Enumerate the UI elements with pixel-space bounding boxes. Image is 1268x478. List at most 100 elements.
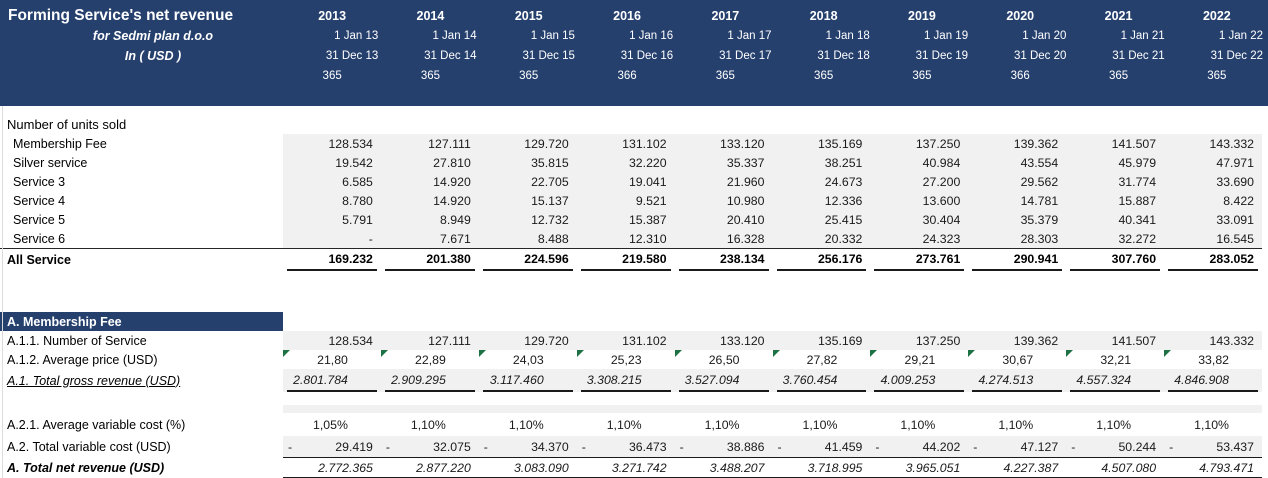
- value-cell[interactable]: 13.600: [870, 191, 969, 210]
- value-cell[interactable]: - 34.370: [478, 436, 577, 457]
- value-cell[interactable]: 20.332: [772, 229, 871, 248]
- year-header[interactable]: 2013: [318, 9, 347, 23]
- value-cell[interactable]: 1,05%: [283, 413, 381, 436]
- value-cell[interactable]: 3.083.090: [478, 457, 577, 478]
- value-cell[interactable]: 8.949: [380, 210, 479, 229]
- value-cell[interactable]: 24,03: [478, 350, 577, 369]
- year-header[interactable]: 2015: [514, 9, 543, 23]
- value-cell[interactable]: 32.220: [576, 153, 675, 172]
- value-cell[interactable]: 141.507: [1066, 134, 1165, 153]
- value-cell[interactable]: 28.303: [968, 229, 1067, 248]
- row-label[interactable]: Membership Fee: [13, 136, 107, 151]
- row-label[interactable]: Service 5: [13, 212, 66, 227]
- value-cell[interactable]: 141.507: [1066, 331, 1165, 350]
- row-label[interactable]: A.1.1. Number of Service: [7, 333, 147, 348]
- value-cell[interactable]: 33.091: [1164, 210, 1262, 229]
- value-cell[interactable]: 27.810: [380, 153, 479, 172]
- value-cell[interactable]: - 50.244: [1066, 436, 1165, 457]
- value-cell[interactable]: 47.971: [1164, 153, 1262, 172]
- value-cell[interactable]: 129.720: [478, 134, 577, 153]
- value-cell[interactable]: 12.732: [478, 210, 577, 229]
- period-end-date[interactable]: 31 Dec 21: [1112, 50, 1165, 62]
- period-start-date[interactable]: 1 Jan 17: [727, 30, 772, 42]
- value-cell[interactable]: - 38.886: [674, 436, 773, 457]
- value-cell[interactable]: 1,10%: [772, 413, 871, 436]
- value-cell[interactable]: 16.328: [674, 229, 773, 248]
- period-end-date[interactable]: 31 Dec 15: [522, 50, 575, 62]
- value-cell[interactable]: 29,21: [870, 350, 969, 369]
- value-cell[interactable]: 201.380: [381, 249, 479, 271]
- value-cell[interactable]: 12.336: [772, 191, 871, 210]
- value-cell[interactable]: 273.761: [870, 249, 968, 271]
- value-cell[interactable]: 24.323: [870, 229, 969, 248]
- period-end-date[interactable]: 31 Dec 18: [817, 50, 870, 62]
- value-cell[interactable]: 29.562: [968, 172, 1067, 191]
- period-start-date[interactable]: 1 Jan 16: [629, 30, 674, 42]
- year-header[interactable]: 2019: [908, 9, 936, 23]
- days-count[interactable]: 365: [1207, 70, 1227, 82]
- value-cell[interactable]: 133.120: [674, 331, 773, 350]
- period-start-date[interactable]: 1 Jan 15: [530, 30, 575, 42]
- value-cell[interactable]: 33,82: [1164, 350, 1262, 369]
- days-count[interactable]: 365: [519, 70, 539, 82]
- value-cell[interactable]: 35.379: [968, 210, 1067, 229]
- period-end-date[interactable]: 31 Dec 13: [325, 50, 379, 62]
- value-cell[interactable]: 143.332: [1164, 331, 1262, 350]
- year-header[interactable]: 2018: [809, 9, 838, 23]
- value-cell[interactable]: 26,50: [674, 350, 773, 369]
- value-cell[interactable]: 24.673: [772, 172, 871, 191]
- year-header[interactable]: 2017: [711, 9, 740, 23]
- days-count[interactable]: 365: [420, 70, 441, 82]
- value-cell[interactable]: 33.690: [1164, 172, 1262, 191]
- value-cell[interactable]: 4.846.908: [1164, 369, 1262, 392]
- value-cell[interactable]: 3.718.995: [772, 457, 871, 478]
- value-cell[interactable]: 3.527.094: [674, 369, 773, 392]
- value-cell[interactable]: 45.979: [1066, 153, 1165, 172]
- value-cell[interactable]: 219.580: [577, 249, 675, 271]
- value-cell[interactable]: 32.272: [1066, 229, 1165, 248]
- value-cell[interactable]: 22.705: [478, 172, 577, 191]
- year-header[interactable]: 2014: [416, 9, 445, 23]
- value-cell[interactable]: 19.542: [283, 153, 381, 172]
- value-cell[interactable]: 9.521: [576, 191, 675, 210]
- report-subtitle-currency[interactable]: In ( USD ): [124, 49, 182, 63]
- year-header[interactable]: 2022: [1202, 9, 1231, 23]
- row-label[interactable]: A.1.2. Average price (USD): [7, 352, 158, 367]
- value-cell[interactable]: 3.117.460: [478, 369, 577, 392]
- value-cell[interactable]: 129.720: [478, 331, 577, 350]
- value-cell[interactable]: 256.176: [773, 249, 871, 271]
- days-count[interactable]: 365: [1108, 70, 1129, 82]
- value-cell[interactable]: 35.815: [478, 153, 577, 172]
- period-start-date[interactable]: 1 Jan 19: [923, 30, 969, 42]
- value-cell[interactable]: 14.781: [968, 191, 1067, 210]
- row-label[interactable]: Silver service: [13, 155, 88, 170]
- value-cell[interactable]: 135.169: [772, 134, 871, 153]
- section-title-label[interactable]: A. Membership Fee: [0, 312, 283, 331]
- value-cell[interactable]: 238.134: [675, 249, 773, 271]
- report-subtitle-company[interactable]: for Sedmi plan d.o.o: [92, 29, 214, 43]
- value-cell[interactable]: - 29.419: [283, 436, 381, 457]
- value-cell[interactable]: 3.488.207: [674, 457, 773, 478]
- value-cell[interactable]: 30,67: [968, 350, 1067, 369]
- section-title-label[interactable]: Number of units sold: [7, 116, 127, 132]
- value-cell[interactable]: 10.980: [674, 191, 773, 210]
- value-cell[interactable]: 7.671: [380, 229, 479, 248]
- value-cell[interactable]: - 47.127: [968, 436, 1067, 457]
- row-label[interactable]: A.2. Total variable cost (USD): [7, 439, 171, 454]
- period-start-date[interactable]: 1 Jan 14: [432, 30, 477, 42]
- value-cell[interactable]: 14.920: [380, 191, 479, 210]
- value-cell[interactable]: 3.308.215: [576, 369, 675, 392]
- days-count[interactable]: 365: [322, 70, 342, 82]
- period-end-date[interactable]: 31 Dec 22: [1210, 50, 1263, 62]
- value-cell[interactable]: 43.554: [968, 153, 1067, 172]
- value-cell[interactable]: 15.137: [478, 191, 577, 210]
- value-cell[interactable]: 137.250: [870, 331, 969, 350]
- period-start-date[interactable]: 1 Jan 13: [334, 30, 379, 42]
- period-end-date[interactable]: 31 Dec 20: [1013, 50, 1067, 62]
- value-cell[interactable]: 1,10%: [478, 413, 577, 436]
- value-cell[interactable]: 12.310: [576, 229, 675, 248]
- value-cell[interactable]: -: [283, 229, 381, 248]
- value-cell[interactable]: 15.387: [576, 210, 675, 229]
- period-end-date[interactable]: 31 Dec 19: [915, 50, 969, 62]
- value-cell[interactable]: 131.102: [576, 134, 675, 153]
